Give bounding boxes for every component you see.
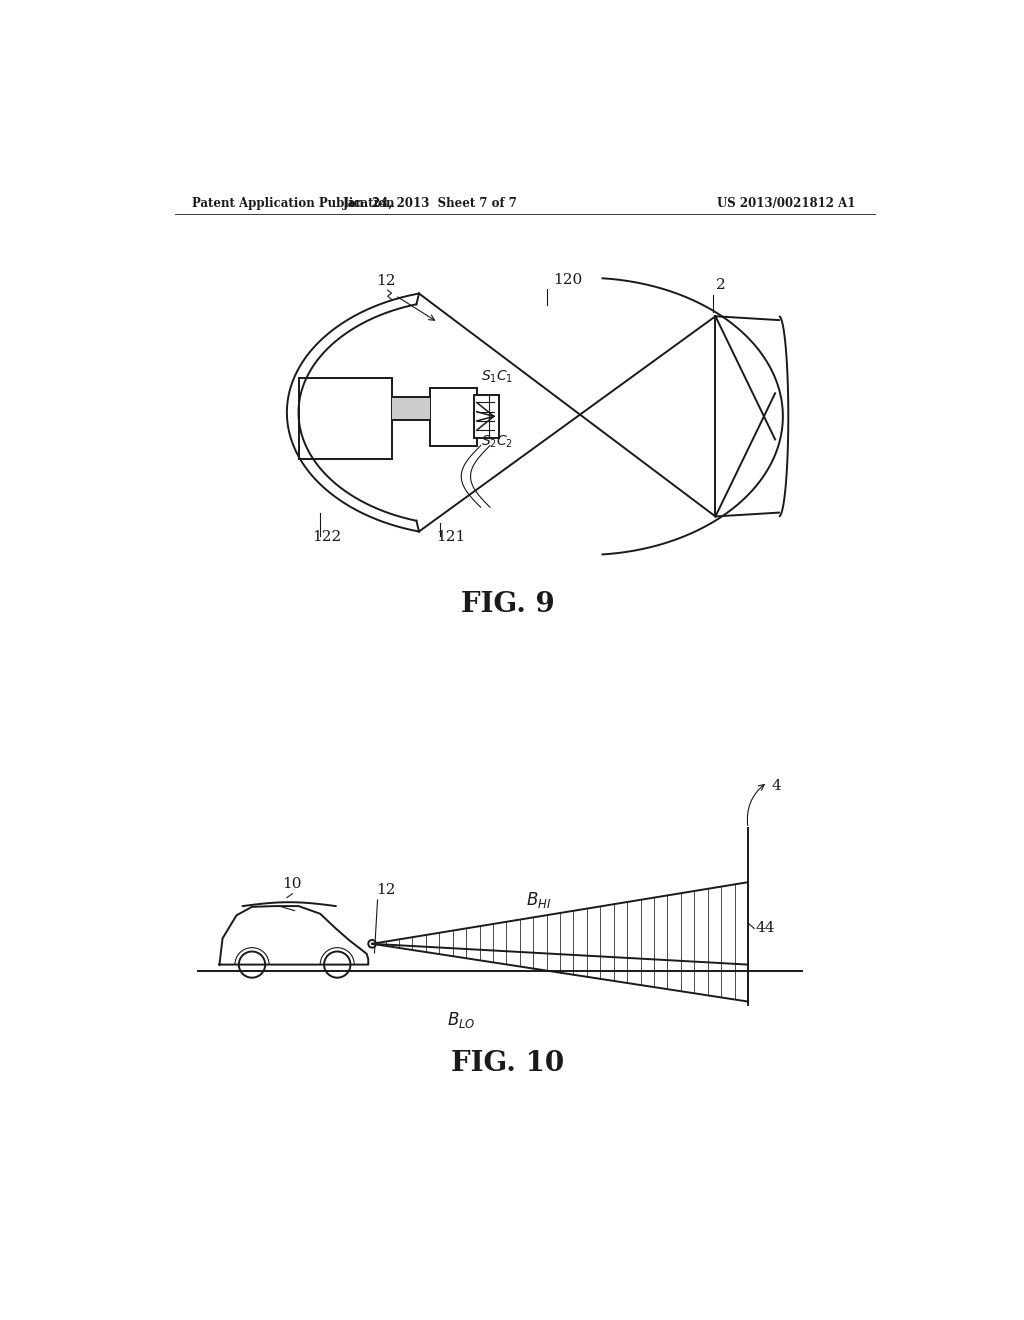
Text: Patent Application Publication: Patent Application Publication: [191, 197, 394, 210]
Text: 44: 44: [756, 921, 775, 936]
Text: $B_{LO}$: $B_{LO}$: [446, 1010, 475, 1030]
Circle shape: [369, 940, 376, 948]
Text: 120: 120: [553, 273, 582, 286]
Text: $C_1$: $C_1$: [496, 368, 513, 384]
Text: 12: 12: [376, 883, 395, 896]
Bar: [391, 397, 430, 420]
Text: 12: 12: [377, 275, 396, 289]
Text: 122: 122: [311, 531, 341, 544]
Text: 121: 121: [435, 531, 465, 544]
Text: $C_2$: $C_2$: [496, 433, 513, 450]
Text: US 2013/0021812 A1: US 2013/0021812 A1: [717, 197, 855, 210]
Text: $S_2$: $S_2$: [480, 433, 497, 450]
Bar: [299, 378, 391, 459]
Text: 4: 4: [771, 779, 781, 793]
Circle shape: [239, 952, 265, 978]
Text: FIG. 10: FIG. 10: [452, 1049, 564, 1077]
Bar: [430, 388, 477, 446]
Text: $B_{HI}$: $B_{HI}$: [526, 890, 551, 911]
Text: 10: 10: [283, 876, 302, 891]
Circle shape: [324, 952, 350, 978]
Text: Jan. 24, 2013  Sheet 7 of 7: Jan. 24, 2013 Sheet 7 of 7: [343, 197, 518, 210]
Text: $S_1$: $S_1$: [480, 368, 497, 384]
Text: 2: 2: [716, 279, 725, 292]
Text: FIG. 9: FIG. 9: [461, 591, 555, 619]
Bar: [474, 395, 500, 438]
